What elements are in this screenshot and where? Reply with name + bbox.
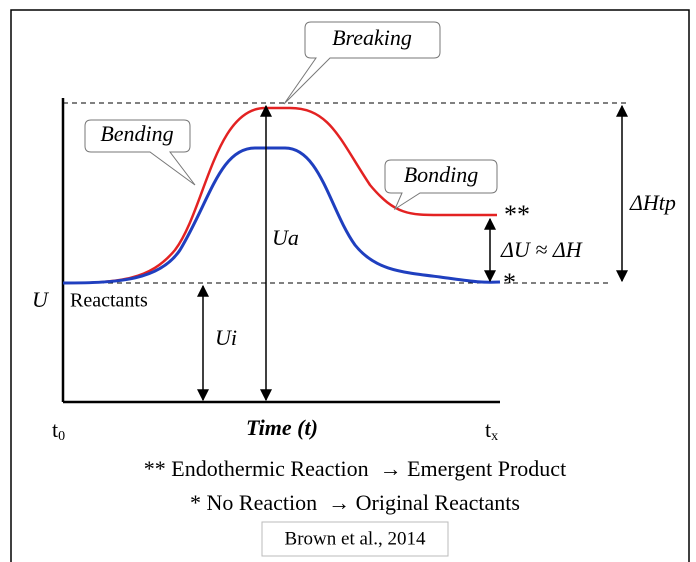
legend-line: * No Reaction → Original Reactants [190,490,520,515]
delta-u-label: ΔU ≈ ΔH [500,237,583,262]
delta-htp-label: ΔHtp [629,190,676,215]
reactants-label: Reactants [70,290,148,312]
bonding-label: Bonding [404,162,479,187]
breaking-callout [283,21,441,105]
tx-sub: x [491,429,498,444]
frame [10,9,690,562]
u-label: U [32,287,50,312]
reactant-curve [62,146,501,285]
bending-label: Bending [100,121,173,146]
t0-base: t [52,417,58,442]
legend-line: ** Endothermic Reaction → Emergent Produ… [144,456,566,481]
source-box [261,521,449,557]
breaking-label: Breaking [332,25,412,50]
ui-label: Ui [215,325,237,350]
t0-sub: 0 [58,429,65,444]
source-label: Brown et al., 2014 [285,528,426,549]
tx-label: tx [485,417,498,444]
bonding-callout [384,159,498,211]
time-label: Time (t) [246,415,318,440]
t0-label: t0 [52,417,65,444]
endothermic-marker: ** [504,200,530,229]
ua-label: Ua [272,225,299,250]
no-reaction-marker: * [503,268,516,297]
tx-base: t [485,417,491,442]
bending-callout [84,119,196,186]
